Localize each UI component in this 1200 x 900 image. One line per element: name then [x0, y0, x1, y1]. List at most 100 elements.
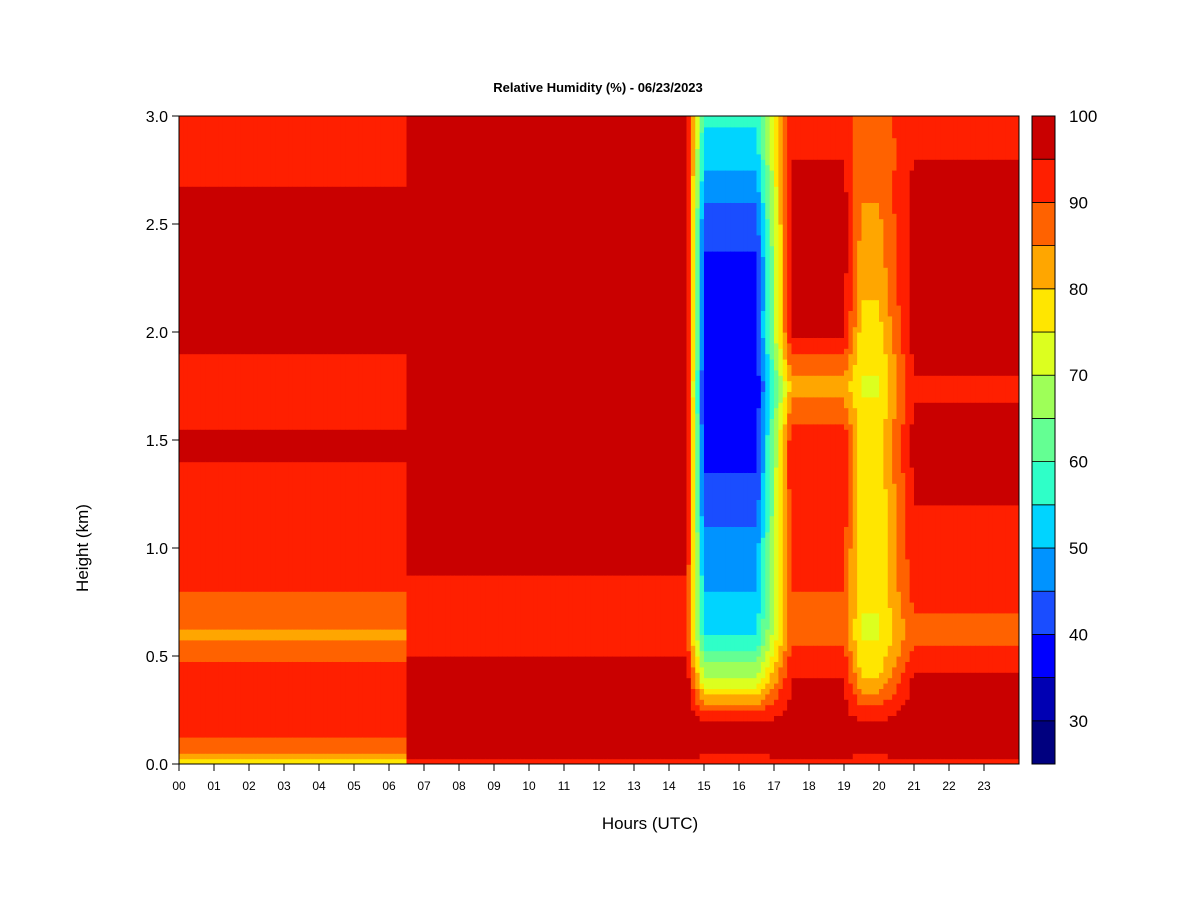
heatmap-cell: [393, 186, 399, 355]
colorbar-swatch: [1031, 677, 1056, 722]
heatmap-cell: [730, 591, 736, 635]
heatmap-cell: [389, 661, 394, 738]
heatmap-cell: [787, 116, 793, 344]
heatmap-cell: [835, 396, 841, 425]
x-tick-label: 16: [732, 779, 746, 793]
heatmap-cell: [822, 591, 828, 646]
heatmap-cell: [559, 575, 565, 657]
heatmap-cell: [354, 639, 359, 662]
heatmap-cell: [192, 591, 198, 630]
heatmap-cell: [734, 251, 740, 473]
heatmap-cell: [690, 758, 696, 764]
heatmap-cell: [730, 251, 736, 473]
heatmap-cell: [183, 461, 189, 592]
heatmap-cell: [721, 710, 727, 722]
colorbar-swatch: [1031, 158, 1056, 203]
heatmap-cell: [297, 753, 303, 760]
heatmap-cell: [822, 337, 828, 355]
heatmap-cell: [725, 753, 731, 764]
heatmap-cell: [572, 758, 578, 764]
heatmap-cell: [319, 639, 324, 662]
heatmap-cell: [441, 758, 447, 764]
heatmap-cell: [555, 758, 561, 764]
heatmap-cell: [844, 369, 849, 409]
heatmap-cell: [979, 645, 985, 673]
heatmap-cell: [559, 758, 565, 764]
heatmap-cell: [769, 515, 775, 635]
heatmap-cell: [765, 218, 771, 355]
heatmap-cell: [962, 116, 968, 160]
heatmap-cell: [305, 429, 311, 463]
heatmap-cell: [997, 645, 1003, 673]
heatmap-cell: [892, 170, 898, 214]
heatmap-cell: [349, 116, 355, 187]
heatmap-cell: [804, 396, 810, 425]
heatmap-cell: [949, 504, 954, 614]
heatmap-cell: [585, 116, 591, 576]
heatmap-cell: [747, 661, 753, 679]
heatmap-cell: [900, 758, 906, 764]
heatmap-cell: [192, 429, 198, 463]
heatmap-cell: [275, 186, 281, 355]
heatmap-cell: [362, 758, 368, 764]
heatmap-cell: [227, 116, 233, 187]
heatmap-cell: [214, 737, 219, 754]
heatmap-cell: [336, 186, 342, 355]
heatmap-cell: [209, 661, 215, 738]
heatmap-cell: [686, 564, 692, 652]
heatmap-cell: [275, 737, 281, 754]
heatmap-cell: [179, 591, 184, 630]
x-axis-label: Hours (UTC): [602, 814, 698, 833]
heatmap-cell: [196, 116, 202, 187]
heatmap-cell: [384, 737, 390, 754]
heatmap-cell: [879, 321, 884, 673]
heatmap-cell: [725, 720, 731, 754]
heatmap-cell: [861, 677, 867, 695]
heatmap-cell: [752, 677, 758, 689]
heatmap-cell: [354, 461, 359, 592]
heatmap-cell: [380, 639, 386, 662]
heatmap-cell: [179, 429, 184, 463]
heatmap-cell: [787, 488, 793, 657]
heatmap-cell: [472, 656, 478, 760]
heatmap-cell: [975, 504, 981, 614]
heatmap-cell: [826, 677, 832, 760]
heatmap-cell: [371, 186, 377, 355]
heatmap-cell: [389, 737, 394, 754]
heatmap-cell: [949, 159, 954, 376]
heatmap-cell: [769, 245, 775, 360]
heatmap-cell: [804, 159, 810, 338]
heatmap-cell: [717, 170, 723, 203]
heatmap-cell: [747, 634, 753, 652]
heatmap-cell: [389, 591, 394, 630]
heatmap-cell: [559, 656, 565, 760]
heatmap-cell: [244, 461, 250, 592]
heatmap-cell: [292, 591, 298, 630]
heatmap-cell: [367, 758, 373, 764]
colorbar-swatch: [1031, 547, 1056, 592]
heatmap-cell: [389, 758, 394, 764]
heatmap-cell: [323, 629, 329, 641]
heatmap-cell: [585, 656, 591, 760]
heatmap-cell: [809, 337, 814, 355]
heatmap-cell: [944, 758, 950, 764]
heatmap-cell: [616, 758, 622, 764]
heatmap-cell: [647, 656, 653, 760]
heatmap-cell: [310, 116, 316, 187]
heatmap-cell: [270, 639, 276, 662]
heatmap-cell: [918, 645, 924, 673]
heatmap-cell: [1005, 758, 1011, 764]
heatmap-cell: [747, 472, 753, 527]
heatmap-cell: [760, 720, 766, 754]
heatmap-cell: [314, 753, 320, 760]
heatmap-cell: [288, 591, 294, 630]
heatmap-cell: [782, 423, 788, 652]
heatmap-cell: [760, 677, 766, 689]
heatmap-cell: [214, 758, 219, 764]
heatmap-cell: [765, 531, 771, 630]
heatmap-cell: [620, 656, 626, 760]
heatmap-cell: [314, 737, 320, 754]
heatmap-cell: [183, 186, 189, 355]
heatmap-cell: [253, 353, 259, 430]
heatmap-cell: [988, 116, 994, 160]
